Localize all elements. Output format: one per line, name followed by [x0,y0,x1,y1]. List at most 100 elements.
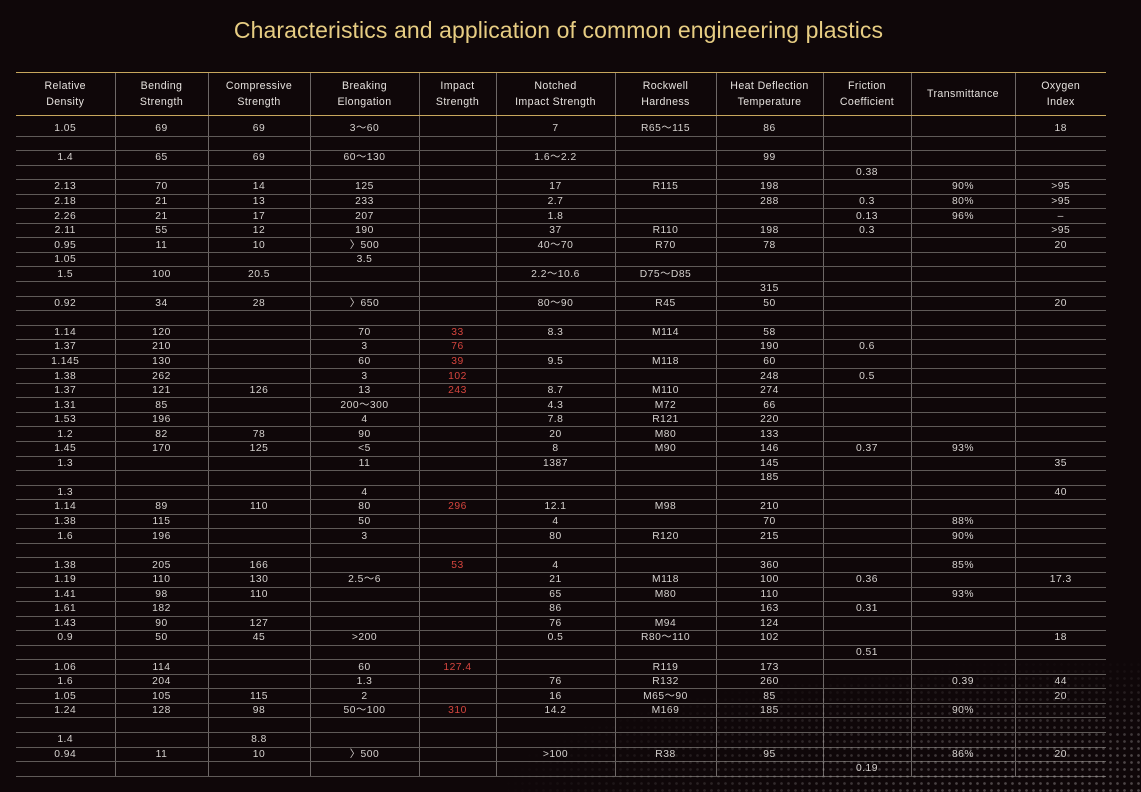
cell-oxygen-index [1014,616,1106,632]
cell-rockwell-hardness: R70 [614,237,716,253]
cell-bending-strength: 21 [114,208,208,224]
cell-transmittance [910,717,1015,733]
cell-rockwell-hardness: R115 [614,179,716,195]
cell-rockwell-hardness [614,543,716,559]
cell-oxygen-index [1014,470,1106,486]
cell-notched-impact-strength: 76 [495,616,615,632]
cell-friction-coefficient: 0.51 [822,645,911,661]
cell-oxygen-index [1014,514,1106,530]
cell-rockwell-hardness [614,252,716,268]
cell-heat-deflection-temperature: 190 [715,339,823,355]
cell-rockwell-hardness: M169 [614,703,716,719]
cell-heat-deflection-temperature: 173 [715,659,823,675]
cell-friction-coefficient [822,310,911,326]
table-row [16,717,1106,733]
table-row: 1.19 110 130 2.5～6 21 M118 100 0.36 17.3 [16,572,1106,588]
cell-transmittance [910,601,1015,617]
cell-notched-impact-strength [495,645,615,661]
cell-relative-density [16,470,115,486]
cell-transmittance [910,339,1015,355]
cell-breaking-elongation: 2 [309,688,419,704]
cell-relative-density [16,543,115,559]
cell-transmittance [910,310,1015,326]
cell-friction-coefficient [822,237,911,253]
cell-compressive-strength: 20.5 [207,266,310,283]
cell-compressive-strength: 126 [207,383,310,399]
cell-relative-density: 1.05 [16,122,115,137]
cell-notched-impact-strength: 65 [495,587,615,603]
cell-oxygen-index [1014,252,1106,268]
cell-transmittance [910,136,1015,152]
cell-notched-impact-strength: 14.2 [495,703,615,719]
cell-heat-deflection-temperature [715,543,823,559]
col-rockwell-hardness: Rockwell Hardness [614,72,716,116]
cell-relative-density: 2.13 [16,179,115,195]
cell-compressive-strength [207,252,310,268]
cell-notched-impact-strength: 1.6～2.2 [495,150,615,166]
cell-friction-coefficient [822,354,911,370]
cell-oxygen-index: 44 [1014,674,1106,690]
cell-bending-strength [114,761,208,777]
col-breaking-elongation: Breaking Elongation [309,72,419,116]
cell-breaking-elongation [309,616,419,632]
cell-impact-strength [418,266,496,283]
cell-friction-coefficient [822,470,911,486]
cell-notched-impact-strength [495,659,615,675]
cell-relative-density: 1.31 [16,397,115,413]
cell-bending-strength [114,470,208,486]
cell-friction-coefficient [822,136,911,152]
cell-impact-strength [418,616,496,632]
cell-friction-coefficient: 0.38 [822,165,911,181]
table-body: 1.05 69 69 3～60 7 R65～115 86 18 1.4 65 69 60～130 1.6… [16,115,1106,777]
cell-relative-density [16,645,115,661]
cell-oxygen-index: >95 [1014,179,1106,195]
cell-rockwell-hardness: R110 [614,223,716,239]
cell-oxygen-index [1014,587,1106,603]
cell-impact-strength [418,747,496,763]
cell-compressive-strength: 110 [207,499,310,515]
cell-impact-strength [418,630,496,646]
cell-rockwell-hardness [614,368,716,384]
cell-transmittance [910,412,1015,428]
cell-compressive-strength [207,761,310,777]
cell-transmittance: 90% [910,528,1015,544]
cell-relative-density: 1.38 [16,557,115,573]
col-impact-strength: Impact Strength [418,72,496,116]
cell-friction-coefficient [822,499,911,515]
cell-rockwell-hardness: M80 [614,426,716,443]
cell-heat-deflection-temperature: 102 [715,630,823,646]
cell-compressive-strength [207,368,310,384]
cell-heat-deflection-temperature: 315 [715,281,823,297]
cell-notched-impact-strength: 8.3 [495,325,615,341]
table-row: 0.94 11 10 〉500 >100 R38 95 86% 20 [16,747,1106,763]
cell-oxygen-index: >95 [1014,194,1106,210]
cell-impact-strength [418,122,496,137]
cell-notched-impact-strength [495,543,615,559]
cell-breaking-elongation: 50 [309,514,419,530]
cell-relative-density: 1.3 [16,456,115,472]
cell-heat-deflection-temperature [715,266,823,283]
cell-bending-strength: 90 [114,616,208,632]
cell-friction-coefficient [822,732,911,748]
cell-rockwell-hardness: R80～110 [614,630,716,646]
cell-transmittance [910,122,1015,137]
cell-breaking-elongation: 125 [309,179,419,195]
cell-bending-strength: 50 [114,630,208,646]
cell-notched-impact-strength [495,732,615,748]
cell-oxygen-index [1014,645,1106,661]
cell-relative-density [16,310,115,326]
cell-relative-density: 1.3 [16,485,115,501]
cell-compressive-strength [207,543,310,559]
cell-compressive-strength [207,397,310,413]
cell-heat-deflection-temperature: 66 [715,397,823,413]
table-row: 1.14 89 110 80 296 12.1 M98 210 [16,499,1106,515]
cell-rockwell-hardness [614,717,716,733]
table-row: 0.92 34 28 〉650 80～90 R45 50 20 [16,296,1106,312]
cell-notched-impact-strength: 4 [495,557,615,573]
cell-impact-strength: 76 [418,339,496,355]
cell-notched-impact-strength: 12.1 [495,499,615,515]
cell-compressive-strength [207,674,310,690]
cell-notched-impact-strength [495,485,615,501]
cell-heat-deflection-temperature: 198 [715,223,823,239]
cell-oxygen-index [1014,528,1106,544]
